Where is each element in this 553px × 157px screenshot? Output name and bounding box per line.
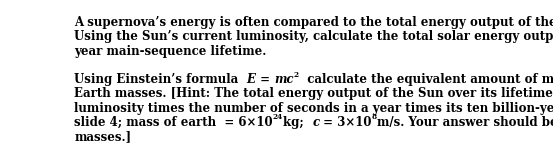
Text: 24: 24 xyxy=(273,113,283,121)
Text: calculate the equivalent amount of mass, expressed in: calculate the equivalent amount of mass,… xyxy=(299,73,553,86)
Text: Using Einstein’s formula: Using Einstein’s formula xyxy=(74,73,247,86)
Text: year main-sequence lifetime.: year main-sequence lifetime. xyxy=(74,45,267,58)
Text: slide 4; mass of earth  = 6×10: slide 4; mass of earth = 6×10 xyxy=(74,116,273,129)
Text: E: E xyxy=(247,73,256,86)
Text: A supernova’s energy is often compared to the total energy output of the Sun ove: A supernova’s energy is often compared t… xyxy=(74,16,553,29)
Text: m/s. Your answer should be 200-300 Earth: m/s. Your answer should be 200-300 Earth xyxy=(377,116,553,129)
Text: =: = xyxy=(256,73,274,86)
Text: 2: 2 xyxy=(294,70,299,78)
Text: luminosity times the number of seconds in a year times its ten billion-year life: luminosity times the number of seconds i… xyxy=(74,102,553,115)
Text: 8: 8 xyxy=(372,113,377,121)
Text: Earth masses. [Hint: The total energy output of the Sun over its lifetime is giv: Earth masses. [Hint: The total energy ou… xyxy=(74,87,553,100)
Text: Using the Sun’s current luminosity, calculate the total solar energy output, ass: Using the Sun’s current luminosity, calc… xyxy=(74,30,553,43)
Text: mc: mc xyxy=(274,73,294,86)
Text: masses.]: masses.] xyxy=(74,130,132,143)
Text: c: c xyxy=(312,116,319,129)
Text: = 3×10: = 3×10 xyxy=(319,116,372,129)
Text: kg;: kg; xyxy=(283,116,312,129)
